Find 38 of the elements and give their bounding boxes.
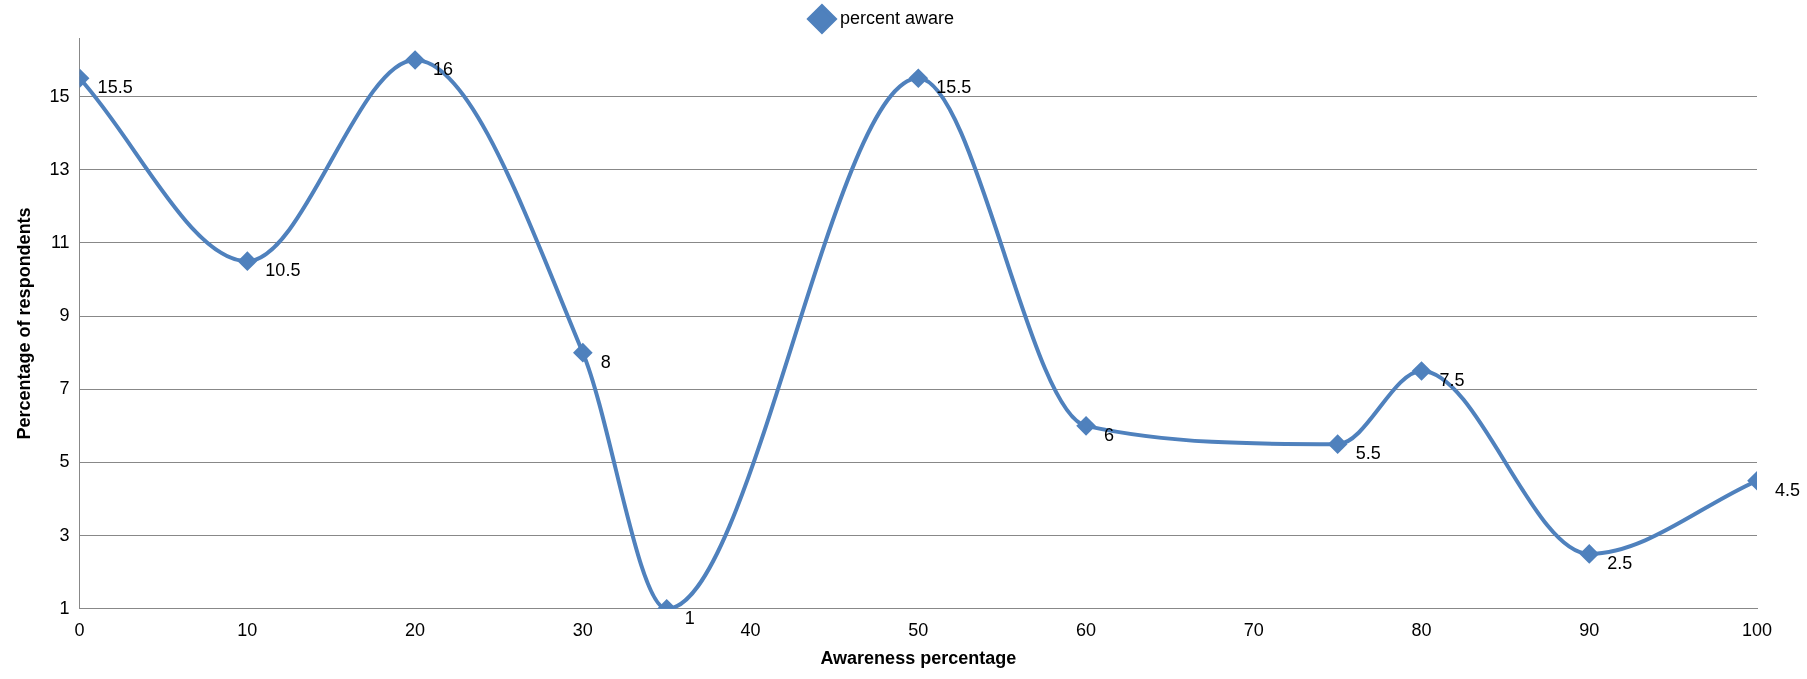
point [909, 69, 928, 88]
data-label: 5.5 [1355, 443, 1381, 464]
x-tick-label: 70 [1243, 619, 1264, 640]
data-label: 2.5 [1607, 552, 1633, 573]
point [406, 50, 425, 69]
data-label: 8 [600, 351, 611, 372]
x-tick-label: 50 [908, 619, 929, 640]
x-tick-label: 90 [1579, 619, 1600, 640]
y-axis-title: Percentage of respondents [13, 207, 34, 440]
point [1328, 435, 1347, 454]
x-tick-label: 30 [572, 619, 593, 640]
x-axis-title: Awareness percentage [820, 648, 1017, 669]
point [1580, 544, 1599, 563]
y-tick-label: 3 [59, 524, 70, 545]
data-label: 15.5 [936, 77, 972, 98]
x-tick-label: 100 [1741, 619, 1773, 640]
data-label: 4.5 [1775, 479, 1801, 500]
y-tick-label: 7 [59, 378, 70, 399]
legend-label: percent aware [839, 7, 955, 28]
data-label: 15.5 [97, 77, 133, 98]
point [573, 343, 592, 362]
x-tick-label: 0 [74, 619, 85, 640]
x-tick-label: 60 [1076, 619, 1097, 640]
y-tick-label: 5 [59, 451, 70, 472]
point [1077, 416, 1096, 435]
y-tick-label: 1 [59, 597, 70, 618]
data-label: 1 [684, 607, 695, 628]
x-tick-label: 20 [405, 619, 426, 640]
y-tick-label: 13 [49, 158, 70, 179]
data-label: 10.5 [265, 260, 301, 281]
x-tick-label: 80 [1411, 619, 1432, 640]
x-tick-label: 40 [740, 619, 761, 640]
y-tick-label: 15 [49, 85, 70, 106]
point [238, 252, 257, 271]
y-tick-label: 9 [59, 305, 70, 326]
x-tick-label: 10 [237, 619, 258, 640]
y-tick-label: 11 [50, 231, 70, 252]
point [1412, 361, 1431, 380]
